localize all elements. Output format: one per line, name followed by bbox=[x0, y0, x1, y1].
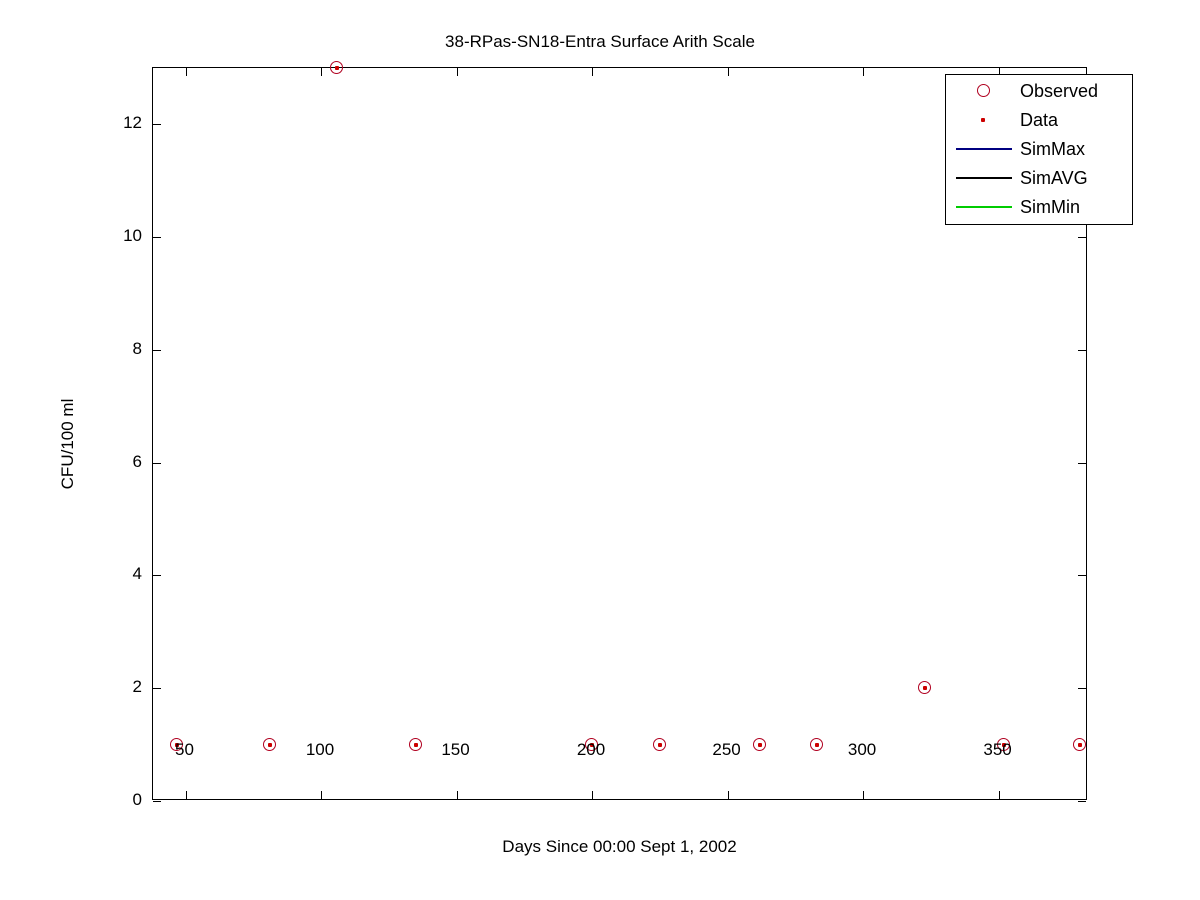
data-point-dot bbox=[267, 742, 272, 747]
y-axis-tick bbox=[153, 801, 161, 802]
y-tick-label: 2 bbox=[132, 677, 142, 697]
data-point-dot bbox=[335, 66, 340, 70]
x-axis-label: Days Since 00:00 Sept 1, 2002 bbox=[502, 837, 737, 856]
x-axis-tick-top bbox=[727, 68, 729, 76]
y-tick-label: 12 bbox=[123, 113, 142, 133]
data-point-dot bbox=[590, 742, 595, 747]
legend-item-simmin[interactable]: SimMin bbox=[946, 192, 1134, 221]
x-axis-tick-top bbox=[456, 68, 458, 76]
y-axis-tick-right bbox=[1078, 688, 1086, 690]
x-axis-tick-top bbox=[863, 68, 865, 76]
y-tick-label: 4 bbox=[132, 564, 142, 584]
observed-data-point bbox=[585, 737, 599, 751]
x-tick-label: 150 bbox=[441, 740, 470, 759]
y-axis-tick-right bbox=[1078, 462, 1086, 464]
legend-line-icon bbox=[956, 205, 1012, 208]
x-tick-label: 100 bbox=[305, 740, 335, 759]
x-axis-tick bbox=[592, 791, 594, 799]
observed-data-point bbox=[809, 737, 823, 751]
y-axis-tick bbox=[153, 688, 161, 690]
legend-label: SimMax bbox=[1020, 138, 1086, 159]
x-axis-tick-top bbox=[185, 68, 187, 76]
observed-data-point bbox=[1072, 737, 1086, 751]
x-axis-tick bbox=[321, 791, 323, 799]
data-point-dot bbox=[657, 742, 662, 747]
y-tick-label: 6 bbox=[132, 451, 142, 471]
legend-item-observed[interactable]: Observed bbox=[946, 76, 1134, 105]
y-tick-label: 8 bbox=[132, 338, 142, 358]
legend-item-data[interactable]: Data bbox=[946, 105, 1134, 134]
data-point-dot bbox=[1077, 742, 1082, 747]
legend-label: Data bbox=[1020, 109, 1059, 130]
observed-data-point bbox=[408, 737, 422, 751]
y-axis-tick-right bbox=[1078, 237, 1086, 239]
data-point-dot bbox=[758, 742, 763, 747]
y-axis-tick bbox=[153, 124, 161, 126]
x-axis-tick bbox=[863, 791, 865, 799]
x-axis-tick bbox=[185, 791, 187, 799]
y-tick-label: 0 bbox=[132, 790, 142, 809]
data-point-dot bbox=[814, 742, 819, 747]
x-axis-tick bbox=[456, 791, 458, 799]
legend-label: Observed bbox=[1020, 80, 1099, 101]
observed-data-point bbox=[996, 737, 1010, 751]
y-axis-tick bbox=[153, 462, 161, 464]
data-point-dot bbox=[175, 742, 180, 747]
observed-data-point bbox=[652, 737, 666, 751]
y-axis-tick bbox=[153, 349, 161, 351]
x-tick-label: 50 bbox=[175, 740, 194, 759]
data-point-dot bbox=[923, 686, 928, 691]
y-axis-tick-right bbox=[1078, 801, 1086, 802]
legend-line-icon bbox=[956, 147, 1012, 150]
plot-area bbox=[152, 61, 1087, 802]
legend-item-simmax[interactable]: SimMax bbox=[946, 134, 1134, 163]
legend-swatch-simmin bbox=[946, 192, 1020, 221]
x-tick-label: 350 bbox=[983, 740, 1012, 759]
plot-inner bbox=[153, 61, 1086, 802]
observed-data-point bbox=[262, 737, 276, 751]
y-axis-tick bbox=[153, 237, 161, 239]
x-axis-tick-top bbox=[592, 68, 594, 76]
y-axis-tick bbox=[153, 575, 161, 577]
legend[interactable]: Observed Data SimMax SimAVG SimMin bbox=[945, 74, 1133, 225]
legend-line-icon bbox=[956, 176, 1012, 179]
observed-data-point bbox=[918, 681, 932, 695]
x-axis-tick-top bbox=[998, 68, 1000, 76]
legend-swatch-observed bbox=[946, 76, 1020, 105]
legend-item-simavg[interactable]: SimAVG bbox=[946, 163, 1134, 192]
y-axis-tick-right bbox=[1078, 575, 1086, 577]
x-tick-label: 250 bbox=[712, 740, 741, 759]
x-axis-tick bbox=[727, 791, 729, 799]
legend-circle-icon bbox=[977, 83, 990, 97]
observed-data-point bbox=[330, 61, 344, 74]
y-axis-tick-right bbox=[1078, 349, 1086, 351]
x-tick-label: 300 bbox=[847, 740, 877, 759]
legend-label: SimAVG bbox=[1020, 167, 1088, 188]
legend-swatch-data bbox=[946, 105, 1020, 134]
x-axis-tick-top bbox=[321, 68, 323, 76]
legend-swatch-simmax bbox=[946, 134, 1020, 163]
data-point-dot bbox=[413, 742, 418, 747]
y-tick-label: 10 bbox=[123, 226, 142, 246]
x-tick-label: 200 bbox=[576, 740, 606, 759]
x-axis-tick bbox=[998, 791, 1000, 799]
legend-label: SimMin bbox=[1020, 196, 1081, 217]
y-axis-label: CFU/100 ml bbox=[58, 398, 77, 490]
legend-dot-icon bbox=[981, 117, 985, 122]
legend-swatch-simavg bbox=[946, 163, 1020, 192]
observed-data-point bbox=[170, 737, 184, 751]
observed-data-point bbox=[753, 737, 767, 751]
page-title: 38-RPas-SN18-Entra Surface Arith Scale bbox=[445, 32, 755, 51]
data-point-dot bbox=[1001, 742, 1006, 747]
